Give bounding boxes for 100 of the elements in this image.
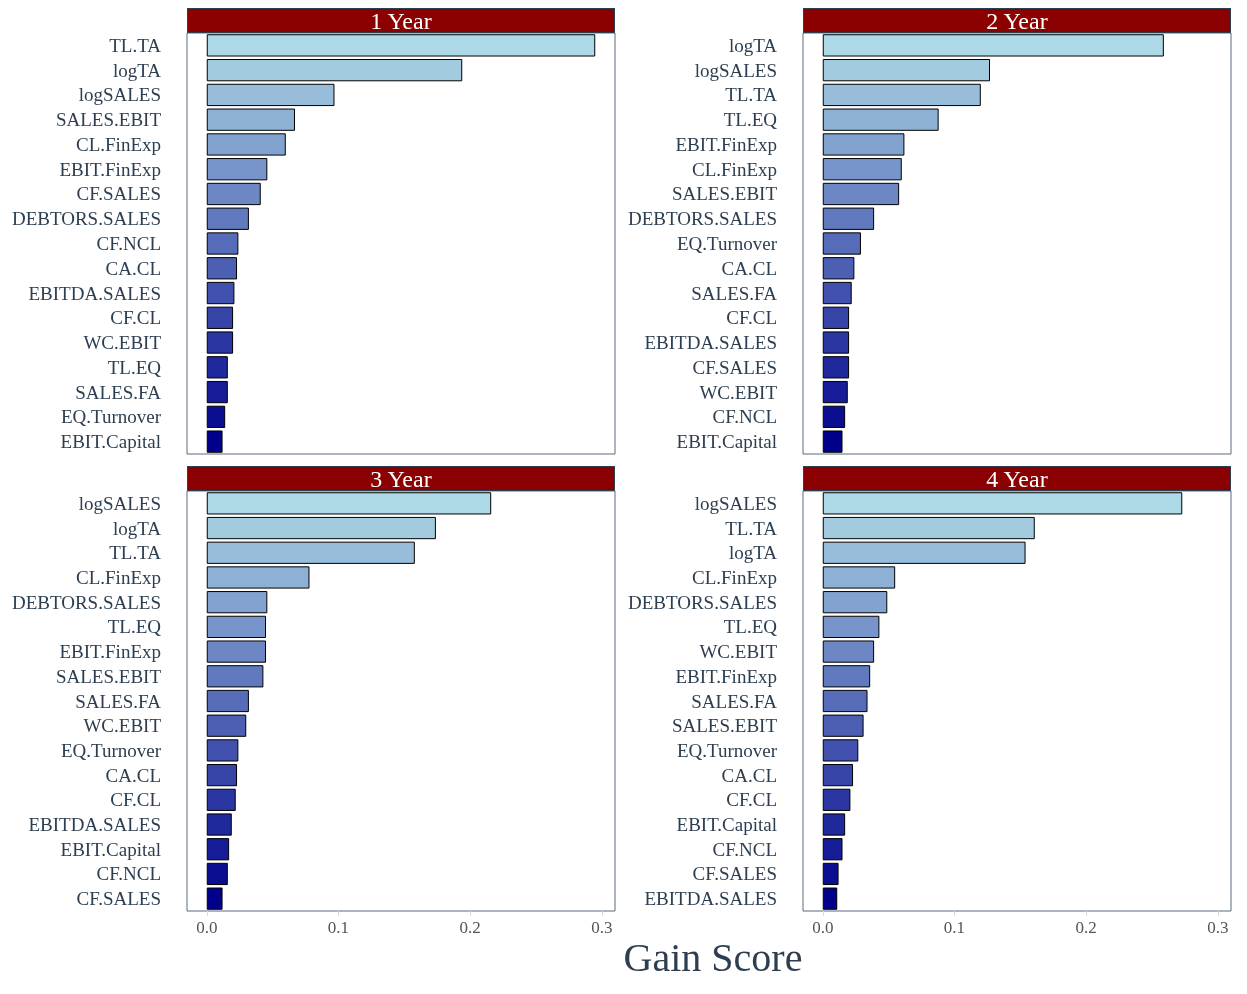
y-tick-label: logTA <box>112 59 162 81</box>
y-tick-label: EBITDA.SALES <box>28 814 161 836</box>
y-tick-label: EBIT.FinExp <box>675 133 777 155</box>
bar <box>822 615 880 638</box>
y-tick-label: CF.NCL <box>712 838 777 860</box>
y-tick-label: logSALES <box>78 84 161 106</box>
bar <box>206 788 236 811</box>
y-tick-label: TL.EQ <box>723 109 778 131</box>
bar <box>206 430 223 453</box>
x-axis-title: Gain Score <box>622 935 804 980</box>
y-tick-label: EQ.Turnover <box>60 739 162 761</box>
y-tick-label: TL.EQ <box>107 616 162 638</box>
bar <box>822 665 871 688</box>
y-tick-label: CL.FinExp <box>692 566 777 588</box>
bar <box>206 133 286 156</box>
bar <box>822 689 868 713</box>
bar <box>206 158 268 181</box>
y-tick-label: CF.SALES <box>692 356 777 378</box>
bar <box>822 207 875 230</box>
bar <box>822 492 1183 515</box>
y-tick-label: CL.FinExp <box>76 133 161 155</box>
y-tick-label: logTA <box>728 542 778 564</box>
bar <box>822 405 846 428</box>
y-tick-label: EBIT.Capital <box>60 431 161 453</box>
bar <box>822 887 838 910</box>
y-tick-label: CF.CL <box>110 789 161 811</box>
bar <box>822 380 848 404</box>
bar <box>206 813 232 836</box>
y-tick-label: logTA <box>728 34 778 56</box>
bar <box>206 281 235 305</box>
y-tick-label: CA.CL <box>721 764 777 786</box>
y-tick-label: SALES.EBIT <box>55 665 162 687</box>
y-tick-label: SALES.FA <box>691 690 778 712</box>
y-tick-label: CF.CL <box>726 307 777 329</box>
chart-title: 1 Year <box>187 8 615 34</box>
y-tick-label: SALES.FA <box>75 690 162 712</box>
bar <box>822 257 855 280</box>
x-tick-label: 0.0 <box>196 918 218 937</box>
y-tick-label: CL.FinExp <box>76 566 161 588</box>
bar <box>206 34 596 57</box>
bar <box>822 158 902 181</box>
y-tick-label: logTA <box>112 517 162 539</box>
y-tick-label: TL.TA <box>109 542 162 564</box>
bar <box>822 281 852 305</box>
y-tick-label: SALES.FA <box>691 282 778 304</box>
bar <box>206 862 228 886</box>
y-tick-label: EBITDA.SALES <box>644 332 777 354</box>
y-tick-label: CF.NCL <box>96 863 161 885</box>
x-tick-label: 0.1 <box>327 918 350 937</box>
bar <box>822 430 843 453</box>
chart-title: 3 Year <box>187 466 615 492</box>
x-tick-label: 0.1 <box>943 918 966 937</box>
bar <box>822 356 850 379</box>
y-tick-label: CL.FinExp <box>692 158 777 180</box>
bar <box>822 739 859 762</box>
bar <box>206 331 234 354</box>
chart-title: 2 Year <box>803 8 1231 34</box>
y-tick-label: CF.SALES <box>692 863 777 885</box>
x-tick-label: 0.2 <box>1075 918 1097 937</box>
y-tick-label: logSALES <box>78 492 161 514</box>
y-tick-label: DEBTORS.SALES <box>11 208 161 230</box>
y-tick-label: EBIT.Capital <box>676 814 777 836</box>
bar <box>206 714 247 737</box>
bar <box>206 356 228 379</box>
x-tick-label: 0.2 <box>459 918 481 937</box>
y-tick-label: CA.CL <box>721 257 777 279</box>
y-tick-label: CF.CL <box>726 789 777 811</box>
bar <box>822 331 850 354</box>
y-tick-label: EBIT.Capital <box>60 838 161 860</box>
x-tick-label: 0.3 <box>1207 918 1229 937</box>
bar <box>822 541 1026 564</box>
y-tick-label: CA.CL <box>105 257 161 279</box>
y-tick-label: WC.EBIT <box>699 381 778 403</box>
y-tick-label: WC.EBIT <box>699 641 778 663</box>
bar <box>206 764 238 787</box>
bar <box>822 591 888 614</box>
bar <box>206 640 267 663</box>
bar <box>822 83 981 107</box>
bar <box>822 133 905 156</box>
bar <box>206 59 463 82</box>
bar <box>206 566 310 589</box>
y-tick-label: TL.TA <box>725 84 778 106</box>
y-tick-label: CF.SALES <box>76 183 161 205</box>
y-tick-label: EBIT.FinExp <box>59 641 161 663</box>
bar <box>822 813 846 836</box>
x-tick-label: 0.0 <box>812 918 834 937</box>
y-tick-label: CA.CL <box>105 764 161 786</box>
bar <box>206 405 226 428</box>
y-tick-label: TL.TA <box>109 34 162 56</box>
y-tick-label: WC.EBIT <box>83 332 162 354</box>
bar <box>206 887 223 910</box>
bar <box>822 516 1035 540</box>
y-tick-label: SALES.EBIT <box>55 109 162 131</box>
bar <box>822 714 864 737</box>
bar <box>822 838 843 861</box>
y-tick-label: TL.TA <box>725 517 778 539</box>
bar <box>206 541 415 564</box>
bar <box>206 739 239 762</box>
bar <box>822 182 900 206</box>
bar <box>206 380 228 404</box>
